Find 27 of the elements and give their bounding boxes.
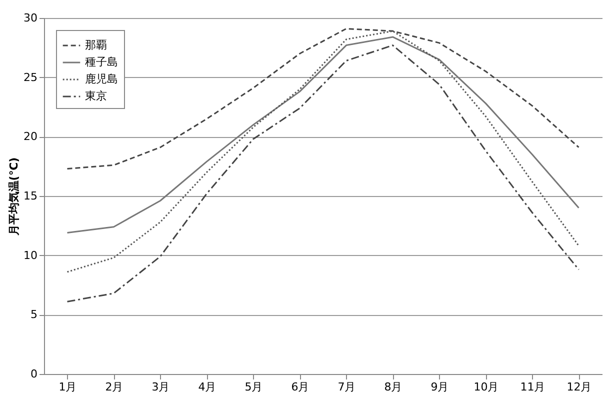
y-tick-label: 5 <box>30 308 38 322</box>
y-tick-label: 15 <box>24 190 38 202</box>
x-tick-label: 4月 <box>198 380 216 394</box>
x-tick-label: 9月 <box>430 380 449 394</box>
x-tick-label: 6月 <box>291 380 310 394</box>
legend-label: 那覇 <box>85 38 107 52</box>
x-tick-label: 5月 <box>244 380 263 394</box>
line-series <box>66 36 580 234</box>
y-tick-label: 0 <box>30 368 38 380</box>
y-tick-label: 20 <box>24 130 38 144</box>
x-tick-label: 3月 <box>152 380 170 394</box>
legend-label: 種子島 <box>85 56 118 68</box>
line-series <box>66 30 580 273</box>
y-axis-title: 月平均気温(℃) <box>8 157 21 237</box>
x-tick-label: 8月 <box>384 380 402 394</box>
x-tick-label: 1月 <box>58 380 77 394</box>
legend-label: 東京 <box>85 90 107 102</box>
x-tick-label: 2月 <box>105 380 124 394</box>
y-tick-label: 25 <box>24 70 38 84</box>
x-tick-label: 7月 <box>338 380 356 394</box>
x-tick-label: 11月 <box>520 380 546 394</box>
legend-label: 鹿児島 <box>85 72 118 86</box>
line-series <box>66 28 580 170</box>
y-tick-label: 10 <box>24 248 38 262</box>
y-tick-label: 30 <box>24 12 38 24</box>
x-tick-label: 10月 <box>474 380 499 394</box>
x-tick-label: 12月 <box>566 380 592 394</box>
